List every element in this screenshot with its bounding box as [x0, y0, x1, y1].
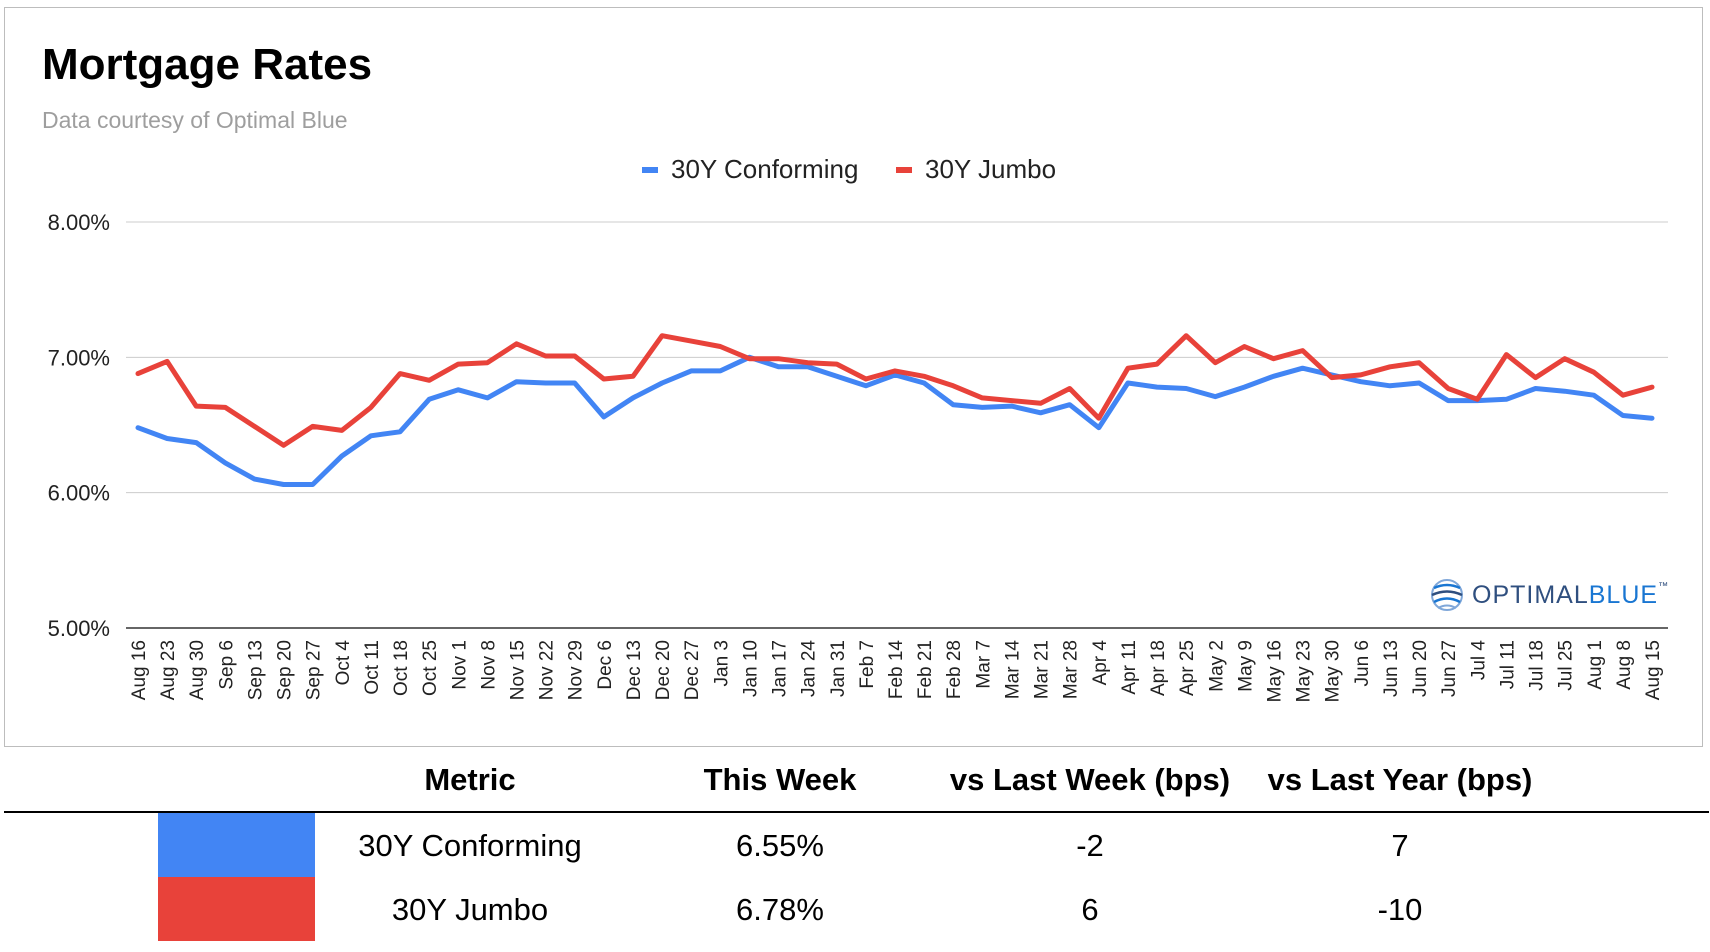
x-tick-label: Aug 1	[1585, 640, 1606, 690]
x-tick-label: Sep 27	[304, 640, 325, 700]
x-tick-label: Dec 27	[682, 640, 703, 700]
x-tick-label: Apr 11	[1119, 640, 1140, 695]
x-tick-label: Mar 28	[1061, 640, 1082, 699]
logo-tm: ™	[1658, 580, 1670, 592]
chart-panel	[4, 7, 1703, 747]
logo-word-blue: BLUE	[1588, 580, 1659, 609]
x-tick-label: Jan 31	[828, 640, 849, 697]
x-tick-label: Apr 25	[1177, 640, 1198, 696]
x-tick-label: Sep 6	[216, 640, 237, 690]
logo-wordmark: OPTIMALBLUE™	[1472, 581, 1669, 610]
y-tick-label: 6.00%	[48, 481, 110, 506]
x-tick-label: Feb 14	[886, 640, 907, 700]
x-tick-label: Jan 3	[711, 640, 732, 686]
logo-word-optimal: OPTIMAL	[1472, 580, 1589, 609]
x-tick-label: Jun 27	[1439, 640, 1460, 697]
x-tick-label: Dec 6	[595, 640, 616, 690]
jumbo-color-swatch	[158, 877, 315, 941]
conforming-color-swatch	[158, 813, 315, 877]
row-conforming-this-week: 6.55%	[736, 828, 824, 863]
x-tick-label: Feb 28	[944, 640, 965, 699]
series-line-jumbo	[135, 333, 1655, 448]
legend-label-conforming: 30Y Conforming	[671, 154, 858, 184]
x-tick-label: Oct 11	[362, 640, 383, 695]
table-header-vs-last-year: vs Last Year (bps)	[1267, 762, 1533, 797]
x-tick-label: Jan 17	[770, 640, 791, 697]
x-tick-label: Jun 6	[1352, 640, 1373, 686]
x-tick-label: Nov 1	[449, 640, 470, 690]
x-tick-label: Mar 7	[973, 640, 994, 689]
x-tick-label: Dec 20	[653, 640, 674, 700]
x-tick-label: Mar 14	[1002, 640, 1023, 700]
x-tick-label: Nov 29	[566, 640, 587, 700]
row-conforming-metric: 30Y Conforming	[358, 828, 582, 863]
x-tick-label: Apr 4	[1090, 640, 1111, 686]
chart-subtitle: Data courtesy of Optimal Blue	[42, 107, 348, 133]
x-tick-label: May 2	[1206, 640, 1227, 692]
legend-label-jumbo: 30Y Jumbo	[925, 154, 1056, 184]
x-tick-label: Oct 4	[333, 640, 354, 686]
x-tick-label: Jul 11	[1497, 640, 1518, 689]
x-tick-label: Jun 13	[1381, 640, 1402, 697]
row-jumbo-metric: 30Y Jumbo	[391, 892, 549, 927]
x-tick-label: Nov 15	[508, 640, 529, 700]
row-jumbo-this-week: 6.78%	[736, 892, 824, 927]
x-tick-label: May 16	[1265, 640, 1286, 702]
y-tick-label: 5.00%	[48, 616, 110, 641]
x-tick-label: Jul 4	[1468, 640, 1489, 681]
x-tick-label: Jul 18	[1527, 640, 1548, 691]
x-tick-label: Nov 8	[478, 640, 499, 690]
x-tick-label: May 9	[1235, 640, 1256, 692]
x-tick-label: Sep 13	[245, 640, 266, 700]
table-header-this-week: This Week	[703, 762, 857, 797]
chart-title: Mortgage Rates	[42, 40, 373, 89]
x-tick-label: Aug 16	[129, 640, 150, 700]
globe-icon	[1431, 579, 1463, 611]
row-jumbo-vs-last-week: 6	[1081, 892, 1099, 927]
table-header-vs-last-week: vs Last Week (bps)	[949, 762, 1231, 797]
x-tick-label: Mar 21	[1032, 640, 1053, 699]
line-chart: 8.00% 7.00% 6.00% 5.00% Aug 16 Aug 23 Aug 30 Se…	[48, 154, 1668, 702]
x-tick-label: Jul 25	[1556, 640, 1577, 691]
row-conforming-vs-last-week: -2	[1076, 828, 1104, 863]
x-tick-label: Jan 10	[740, 640, 761, 697]
x-tick-label: Oct 25	[420, 640, 441, 696]
x-tick-label: Feb 7	[857, 640, 878, 689]
x-tick-label: Aug 23	[158, 640, 179, 700]
y-tick-label: 7.00%	[48, 345, 110, 370]
table-header-divider	[4, 811, 1709, 813]
table-header-metric: Metric	[424, 762, 516, 797]
x-tick-label: Aug 15	[1643, 640, 1664, 700]
x-tick-label: May 30	[1323, 640, 1344, 702]
x-tick-label: Jun 20	[1410, 640, 1431, 697]
x-tick-label: Oct 18	[391, 640, 412, 696]
y-tick-label: 8.00%	[48, 210, 110, 235]
optimal-blue-logo: OPTIMALBLUE™	[1428, 578, 1669, 612]
x-tick-label: Sep 20	[275, 640, 296, 700]
series-line-conforming	[135, 354, 1655, 487]
row-jumbo-vs-last-year: -10	[1377, 892, 1423, 927]
x-tick-label: Aug 8	[1614, 640, 1635, 690]
x-tick-label: May 23	[1294, 640, 1315, 702]
x-tick-label: Apr 18	[1148, 640, 1169, 696]
x-tick-label: Dec 13	[624, 640, 645, 700]
x-tick-label: Aug 30	[187, 640, 208, 700]
x-tick-label: Feb 21	[915, 640, 936, 699]
x-tick-label: Jan 24	[799, 640, 820, 697]
x-tick-label: Nov 22	[537, 640, 558, 700]
row-conforming-vs-last-year: 7	[1391, 828, 1409, 863]
